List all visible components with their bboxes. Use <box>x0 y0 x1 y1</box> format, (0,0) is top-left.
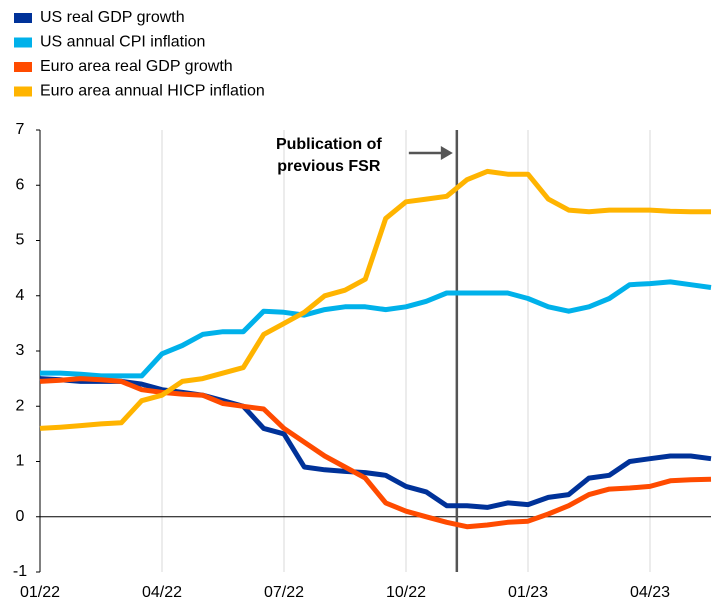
x-tick-label: 01/23 <box>508 584 548 601</box>
annotation-text: previous FSR <box>277 158 381 175</box>
series-line <box>39 168 711 431</box>
legend-swatch <box>14 62 32 72</box>
annotation-arrowhead <box>440 146 453 160</box>
legend-label: Euro area annual HICP inflation <box>40 83 265 100</box>
y-tick-label: 7 <box>16 121 25 138</box>
y-tick-label: 1 <box>16 453 25 470</box>
legend-label: US annual CPI inflation <box>40 34 205 51</box>
series-line <box>39 376 712 510</box>
y-tick-label: 4 <box>16 287 25 304</box>
y-tick-label: 2 <box>16 397 25 414</box>
y-tick-label: 6 <box>16 176 25 193</box>
x-tick-label: 07/22 <box>264 584 304 601</box>
legend-swatch <box>14 37 32 48</box>
annotation-text: Publication of <box>276 136 382 153</box>
y-tick-label: 0 <box>16 508 25 525</box>
x-tick-label: 10/22 <box>386 584 426 601</box>
y-tick-label: -1 <box>13 563 27 580</box>
x-tick-label: 01/22 <box>20 584 60 601</box>
y-tick-label: 5 <box>16 232 25 249</box>
x-tick-label: 04/23 <box>630 584 670 601</box>
series-line <box>40 279 712 379</box>
y-tick-label: 3 <box>16 342 25 359</box>
legend-label: Euro area real GDP growth <box>40 58 233 75</box>
x-tick-label: 04/22 <box>142 584 182 601</box>
legend-swatch <box>14 13 32 23</box>
legend-swatch <box>14 86 32 97</box>
series-line <box>39 376 712 530</box>
legend-label: US real GDP growth <box>40 9 185 26</box>
